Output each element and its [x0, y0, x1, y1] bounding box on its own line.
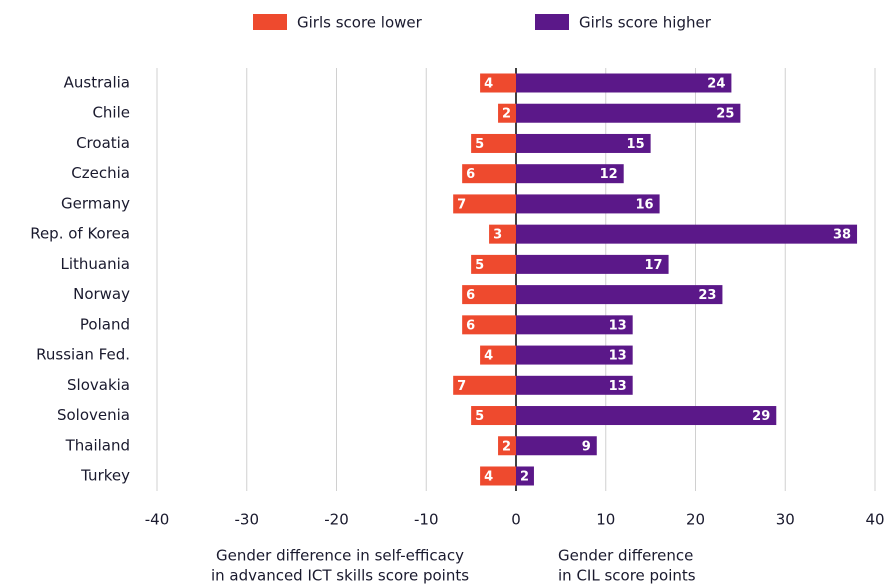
value-label: 29	[752, 409, 770, 424]
axis-label: Gender difference	[558, 547, 693, 565]
value-label: 13	[609, 318, 627, 333]
bar	[516, 254, 669, 274]
axis-label: Gender difference in self-efficacy	[216, 547, 464, 565]
category-label: Norway	[73, 285, 130, 303]
value-label: 38	[833, 228, 851, 243]
legend-swatch	[535, 14, 569, 30]
category-label: Russian Fed.	[36, 346, 130, 364]
bar	[516, 436, 597, 456]
value-label: 25	[716, 107, 734, 122]
value-label: 9	[582, 439, 591, 454]
bar	[480, 466, 516, 486]
bar	[462, 285, 516, 305]
value-label: 6	[466, 167, 475, 182]
bar	[489, 224, 516, 244]
bar	[516, 73, 732, 93]
bar	[516, 466, 534, 486]
bar	[453, 194, 516, 214]
value-label: 2	[502, 107, 511, 122]
category-label: Thailand	[65, 436, 130, 454]
bar	[462, 164, 516, 184]
value-label: 13	[609, 349, 627, 364]
value-label: 13	[609, 379, 627, 394]
value-label: 6	[466, 288, 475, 303]
x-tick-label: 40	[865, 511, 884, 529]
bar	[516, 133, 651, 153]
bar	[462, 315, 516, 335]
value-label: 2	[520, 469, 529, 484]
bar	[516, 345, 633, 365]
value-label: 16	[636, 197, 654, 212]
value-label: 7	[457, 379, 466, 394]
bar	[516, 285, 723, 305]
value-label: 5	[475, 258, 484, 273]
x-tick-label: -30	[235, 511, 260, 529]
value-label: 2	[502, 439, 511, 454]
bar	[516, 406, 777, 426]
bar	[516, 315, 633, 335]
category-label: Croatia	[76, 134, 130, 152]
bar	[516, 224, 858, 244]
x-tick-label: 10	[596, 511, 615, 529]
value-label: 4	[484, 77, 493, 92]
bar	[498, 103, 516, 123]
value-label: 5	[475, 409, 484, 424]
category-label: Lithuania	[61, 255, 130, 273]
bar	[516, 164, 624, 184]
x-tick-label: 30	[776, 511, 795, 529]
category-label: Solovenia	[57, 406, 130, 424]
category-label: Australia	[64, 74, 130, 92]
bar	[480, 73, 516, 93]
x-tick-label: -40	[145, 511, 170, 529]
bar	[471, 254, 516, 274]
bar	[471, 133, 516, 153]
x-tick-label: 0	[511, 511, 521, 529]
bar	[516, 103, 741, 123]
x-tick-label: 20	[686, 511, 705, 529]
category-label: Slovakia	[67, 376, 130, 394]
value-label: 3	[493, 228, 502, 243]
legend-label: Girls score lower	[297, 14, 423, 32]
bar	[480, 345, 516, 365]
bar	[516, 375, 633, 395]
value-label: 4	[484, 349, 493, 364]
x-tick-label: -20	[324, 511, 349, 529]
value-label: 24	[707, 77, 725, 92]
axis-label: in CIL score points	[558, 567, 696, 585]
value-label: 6	[466, 318, 475, 333]
bar	[516, 194, 660, 214]
legend-label: Girls score higher	[579, 14, 712, 32]
value-label: 12	[600, 167, 618, 182]
value-label: 17	[644, 258, 662, 273]
category-label: Chile	[92, 104, 130, 122]
category-label: Czechia	[71, 164, 130, 182]
value-label: 23	[698, 288, 716, 303]
axis-label: in advanced ICT skills score points	[211, 567, 469, 585]
category-label: Poland	[80, 315, 130, 333]
x-tick-label: -10	[414, 511, 439, 529]
category-label: Rep. of Korea	[30, 225, 130, 243]
value-label: 15	[627, 137, 645, 152]
value-label: 4	[484, 469, 493, 484]
legend-swatch	[253, 14, 287, 30]
value-label: 7	[457, 197, 466, 212]
bar	[498, 436, 516, 456]
bar	[471, 406, 516, 426]
bar	[453, 375, 516, 395]
category-label: Turkey	[80, 466, 130, 484]
category-label: Germany	[61, 194, 130, 212]
value-label: 5	[475, 137, 484, 152]
